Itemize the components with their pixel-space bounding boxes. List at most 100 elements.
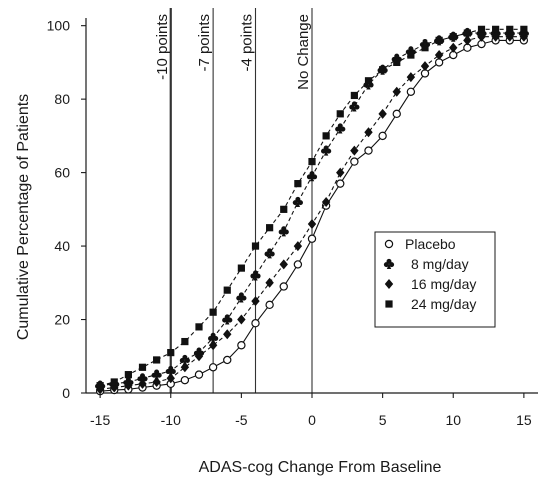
data-point — [96, 382, 104, 390]
reference-line-label: -4 points — [239, 14, 256, 72]
club-stem — [386, 264, 392, 269]
data-point — [166, 373, 175, 384]
x-tick-label: 15 — [516, 412, 532, 428]
data-point — [306, 171, 318, 182]
data-point — [208, 332, 219, 343]
club-lobe — [165, 369, 171, 375]
data-point — [251, 242, 260, 250]
legend-label: Placebo — [405, 236, 456, 252]
club-lobe — [250, 273, 256, 279]
data-point — [491, 31, 500, 42]
club-stem — [352, 106, 357, 112]
data-point — [223, 329, 232, 340]
x-axis-title: ADAS-cog Change From Baseline — [199, 459, 442, 476]
data-point — [264, 248, 275, 259]
axes: 0 20 40 60 80 100 -15 -10 -5 0 5 10 15 — [47, 18, 538, 428]
y-tick-label: 60 — [54, 165, 70, 181]
data-point — [435, 36, 443, 44]
x-tick-label: 0 — [308, 412, 316, 428]
club-stem — [225, 319, 230, 325]
data-point — [406, 72, 416, 83]
data-point — [307, 234, 317, 243]
data-point — [194, 351, 204, 362]
legend-box — [374, 231, 496, 328]
series-placebo — [95, 36, 529, 396]
club-stem — [323, 150, 329, 156]
club-lobe — [321, 148, 327, 154]
x-tick-label: -10 — [161, 412, 181, 428]
data-point — [322, 132, 330, 140]
legend-label: 16 mg/day — [411, 276, 476, 292]
legend-label: 8 mg/day — [411, 256, 469, 272]
data-point — [265, 300, 274, 310]
club-lobe — [283, 229, 289, 235]
data-point — [251, 296, 260, 307]
club-lobe — [326, 148, 332, 154]
data-point — [336, 167, 345, 178]
data-point — [237, 264, 245, 272]
club-lobe — [179, 358, 185, 364]
data-point — [434, 50, 444, 61]
data-point — [477, 25, 486, 33]
legend-label: 24 mg/day — [411, 296, 476, 312]
y-axis-title: Cumulative Percentage of Patients — [15, 94, 32, 340]
data-point — [222, 314, 233, 325]
y-tick-label: 80 — [54, 91, 70, 107]
x-tick-label: 5 — [379, 412, 387, 428]
data-point — [350, 157, 359, 166]
data-point — [293, 241, 303, 252]
club-lobe — [306, 174, 312, 180]
club-lobe — [255, 273, 261, 279]
club-lobe — [349, 104, 355, 110]
club-lobe — [312, 174, 318, 180]
data-point — [208, 363, 218, 372]
data-point — [293, 260, 303, 269]
club-stem — [338, 128, 343, 134]
x-tick-label: 10 — [445, 412, 461, 428]
data-point — [506, 25, 514, 33]
reference-line-label: -7 points — [196, 14, 213, 72]
club-lobe — [142, 376, 148, 382]
data-point — [335, 123, 346, 134]
data-point — [307, 219, 317, 230]
club-stem — [281, 231, 286, 237]
data-point — [350, 145, 359, 156]
series-16-mg-day — [95, 31, 529, 395]
data-point — [364, 146, 373, 155]
club-stem — [295, 201, 301, 207]
club-lobe — [184, 358, 190, 364]
y-tick-label: 0 — [62, 385, 70, 401]
data-point — [279, 259, 288, 270]
club-lobe — [241, 295, 247, 301]
data-point — [379, 66, 387, 74]
legend-marker — [385, 300, 393, 308]
data-point — [280, 205, 288, 213]
data-point — [237, 341, 246, 350]
reference-line-label: -10 points — [154, 14, 171, 80]
legend-marker — [384, 279, 394, 289]
club-stem — [253, 275, 258, 281]
club-lobe — [389, 262, 395, 268]
x-tick-label: -15 — [90, 412, 110, 428]
club-lobe — [335, 126, 341, 132]
data-point — [124, 380, 133, 391]
data-point — [492, 25, 500, 33]
data-point — [180, 375, 190, 385]
data-point — [336, 179, 345, 188]
data-point — [349, 101, 360, 112]
club-lobe — [354, 104, 360, 110]
club-lobe — [137, 376, 143, 382]
data-series — [95, 25, 529, 396]
data-point — [138, 363, 147, 371]
data-point — [421, 44, 429, 52]
data-point — [477, 31, 486, 42]
data-point — [250, 270, 261, 281]
club-lobe — [269, 251, 275, 257]
legend: Placebo 8 mg/day 16 mg/day 24 mg/day — [374, 231, 496, 328]
data-point — [278, 226, 289, 237]
series-24-mg-day — [96, 25, 528, 390]
club-stem — [309, 176, 315, 182]
data-point — [292, 196, 303, 207]
club-lobe — [236, 295, 242, 301]
